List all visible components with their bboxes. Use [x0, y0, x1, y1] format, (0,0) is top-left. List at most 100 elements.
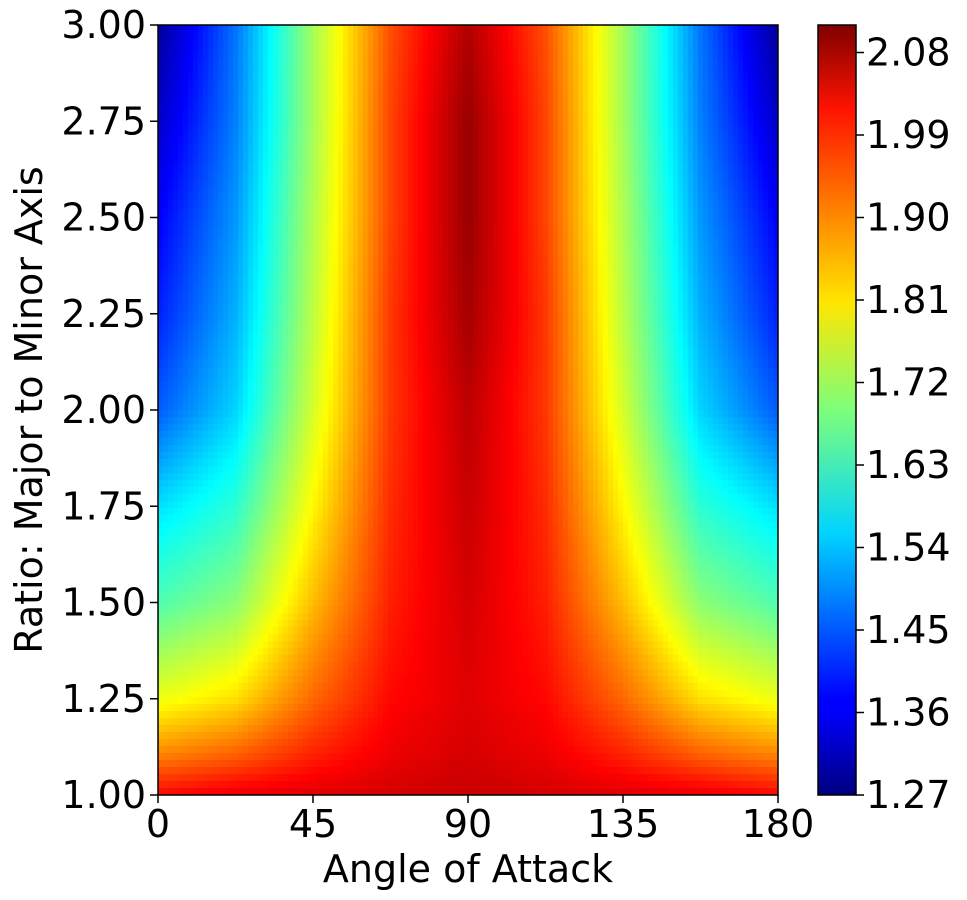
heatmap-cell: [188, 144, 194, 152]
heatmap-cell: [538, 25, 544, 33]
heatmap-cell: [738, 228, 744, 236]
heatmap-cell: [618, 137, 624, 145]
heatmap-cell: [213, 221, 219, 229]
heatmap-cell: [518, 39, 524, 47]
heatmap-cell: [223, 53, 229, 61]
heatmap-cell: [423, 228, 429, 236]
heatmap-cell: [263, 53, 269, 61]
heatmap-cell: [273, 263, 279, 271]
heatmap-cell: [608, 214, 614, 222]
heatmap-cell: [623, 32, 629, 40]
heatmap-cell: [688, 144, 694, 152]
heatmap-cell: [748, 130, 754, 138]
heatmap-cell: [708, 270, 714, 278]
heatmap-cell: [458, 130, 464, 138]
heatmap-cell: [768, 263, 774, 271]
heatmap-cell: [708, 109, 714, 117]
heatmap-cell: [383, 214, 389, 222]
heatmap-cell: [543, 116, 549, 124]
heatmap-cell: [253, 270, 259, 278]
heatmap-cell: [198, 95, 204, 103]
heatmap-cell: [583, 151, 589, 159]
heatmap-cell: [618, 179, 624, 187]
heatmap-cell: [568, 102, 574, 110]
heatmap-cell: [608, 95, 614, 103]
heatmap-cell: [633, 172, 639, 180]
heatmap-cell: [653, 193, 659, 201]
heatmap-cell: [673, 116, 679, 124]
heatmap-cell: [453, 277, 459, 285]
heatmap-cell: [573, 200, 579, 208]
heatmap-cell: [388, 277, 394, 285]
heatmap-cell: [498, 137, 504, 145]
heatmap-cell: [728, 144, 734, 152]
heatmap-cell: [478, 277, 484, 285]
heatmap-cell: [493, 60, 499, 68]
heatmap-cell: [283, 249, 289, 257]
heatmap-cell: [763, 242, 769, 250]
heatmap-cell: [373, 137, 379, 145]
heatmap-cell: [228, 116, 234, 124]
heatmap-cell: [243, 200, 249, 208]
heatmap-cell: [578, 53, 584, 61]
heatmap-cell: [548, 179, 554, 187]
heatmap-cell: [288, 242, 294, 250]
heatmap-cell: [703, 53, 709, 61]
heatmap-cell: [613, 277, 619, 285]
heatmap-cell: [158, 263, 164, 271]
heatmap-cell: [758, 242, 764, 250]
heatmap-cell: [303, 228, 309, 236]
heatmap-cell: [423, 263, 429, 271]
heatmap-cell: [558, 186, 564, 194]
heatmap-cell: [498, 53, 504, 61]
heatmap-cell: [203, 179, 209, 187]
heatmap-cell: [273, 179, 279, 187]
heatmap-cell: [393, 123, 399, 131]
heatmap-cell: [223, 123, 229, 131]
heatmap-cell: [773, 214, 778, 222]
heatmap-cell: [503, 32, 509, 40]
heatmap-cell: [668, 249, 674, 257]
heatmap-cell: [558, 130, 564, 138]
heatmap-cell: [398, 228, 404, 236]
heatmap-cell: [368, 123, 374, 131]
heatmap-cell: [608, 144, 614, 152]
heatmap-cell: [693, 88, 699, 96]
heatmap-cell: [473, 102, 479, 110]
heatmap-cell: [218, 235, 224, 243]
heatmap-cell: [673, 186, 679, 194]
heatmap-cell: [528, 67, 534, 75]
heatmap-cell: [758, 263, 764, 271]
heatmap-cell: [233, 235, 239, 243]
heatmap-cell: [733, 32, 739, 40]
heatmap-cell: [483, 144, 489, 152]
heatmap-cell: [703, 81, 709, 89]
heatmap-cell: [308, 235, 314, 243]
heatmap-cell: [323, 172, 329, 180]
heatmap-cell: [163, 74, 169, 82]
heatmap-cell: [773, 207, 778, 215]
heatmap-cell: [513, 116, 519, 124]
heatmap-cell: [368, 249, 374, 257]
heatmap-cell: [433, 214, 439, 222]
heatmap-cell: [198, 172, 204, 180]
heatmap-cell: [643, 207, 649, 215]
heatmap-cell: [558, 67, 564, 75]
heatmap-cell: [388, 32, 394, 40]
heatmap-cell: [368, 263, 374, 271]
heatmap-cell: [238, 116, 244, 124]
heatmap-cell: [738, 144, 744, 152]
heatmap-cell: [688, 116, 694, 124]
heatmap-cell: [323, 291, 329, 299]
heatmap-cell: [748, 221, 754, 229]
heatmap-cell: [328, 214, 334, 222]
heatmap-cell: [723, 60, 729, 68]
heatmap-cell: [658, 25, 664, 33]
heatmap-cell: [233, 32, 239, 40]
heatmap-cell: [603, 151, 609, 159]
heatmap-cell: [258, 53, 264, 61]
heatmap-cell: [468, 46, 474, 54]
heatmap-cell: [743, 67, 749, 75]
heatmap-cell: [728, 221, 734, 229]
heatmap-cell: [273, 256, 279, 264]
